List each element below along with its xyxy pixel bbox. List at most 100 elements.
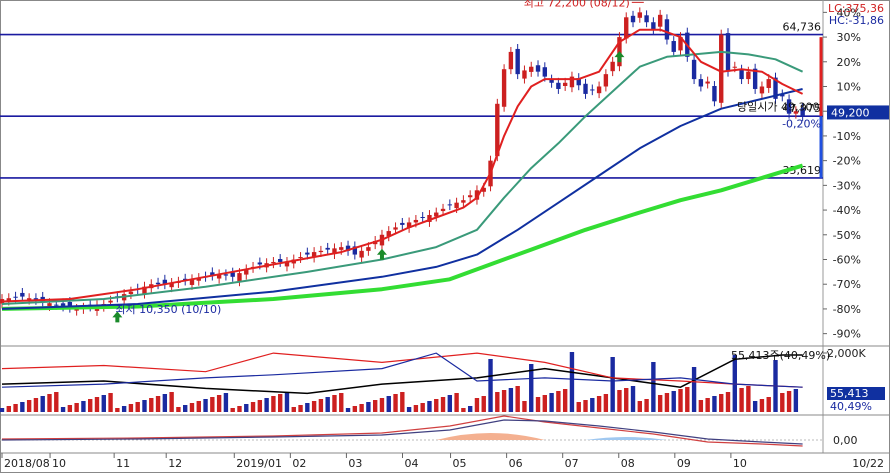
price-candle — [189, 279, 195, 285]
price-candle — [746, 71, 751, 80]
volume-bar — [678, 389, 683, 412]
volume-bar — [637, 401, 642, 412]
price-candle — [698, 79, 704, 87]
volume-bar — [793, 389, 799, 412]
volume-bar — [60, 407, 66, 412]
price-candle — [400, 222, 405, 225]
volume-bar — [739, 388, 744, 412]
volume-bar — [216, 395, 222, 412]
volume-bar — [467, 406, 473, 412]
volume-bar — [183, 405, 188, 412]
volume-bar — [237, 406, 242, 412]
price-candle — [467, 195, 473, 198]
oscillator-histogram — [436, 433, 545, 440]
oscillator-histogram — [585, 437, 667, 440]
volume-bar — [461, 408, 466, 412]
volume-bar — [101, 395, 106, 412]
volume-bar — [508, 388, 514, 412]
volume-bar — [698, 400, 704, 412]
price-candle — [793, 111, 799, 114]
volume-bar — [250, 402, 256, 412]
volume-bar — [47, 394, 52, 412]
x-axis-tick-label: 2019/01 — [236, 457, 282, 470]
price-candle — [223, 274, 229, 276]
volume-bar — [332, 395, 337, 412]
volume-bar — [535, 397, 541, 412]
price-candle — [108, 300, 113, 303]
price-candle — [474, 190, 480, 200]
price-candle — [780, 94, 785, 97]
price-candle — [230, 272, 235, 277]
price-candle — [630, 15, 636, 23]
volume-bar — [20, 402, 25, 412]
volume-bar — [393, 394, 398, 412]
volume-value-box — [827, 387, 885, 400]
price-candle — [128, 291, 134, 295]
price-candle — [244, 269, 249, 275]
price-axis-tick-label: 40% — [837, 6, 861, 19]
buy-signal-arrow — [376, 248, 387, 260]
volume-bar — [474, 398, 480, 412]
volume-bar — [40, 396, 45, 412]
volume-bar — [488, 359, 493, 412]
price-candle — [515, 48, 520, 75]
volume-bar — [651, 362, 656, 412]
price-candle — [332, 248, 337, 255]
volume-bar — [780, 393, 785, 412]
price-candle — [522, 70, 527, 79]
price-candle — [786, 99, 792, 114]
volume-bar — [311, 401, 317, 412]
price-candle — [318, 250, 324, 253]
x-axis-tick-label: 10 — [52, 457, 66, 470]
volume-bar — [223, 393, 229, 412]
volume-bar — [630, 386, 636, 412]
price-candle — [196, 278, 201, 281]
volume-bar — [318, 399, 324, 412]
price-candle — [13, 296, 18, 298]
volume-bar — [664, 393, 670, 412]
volume-bar — [379, 398, 385, 412]
volume-bar — [603, 394, 609, 412]
price-candle — [284, 261, 290, 267]
price-candle — [60, 303, 66, 307]
price-candle — [657, 14, 663, 27]
price-candle — [6, 298, 11, 301]
x-axis-tick-label: 02 — [292, 457, 306, 470]
price-candle — [529, 66, 534, 72]
price-candle — [773, 77, 778, 99]
buy-signal-arrow — [614, 51, 625, 63]
price-candle — [603, 74, 609, 87]
price-candle — [366, 247, 371, 251]
volume-bar — [400, 392, 405, 412]
price-candle — [732, 66, 737, 68]
volume-bar — [67, 405, 73, 412]
price-candle — [501, 69, 507, 107]
volume-bar — [6, 406, 11, 412]
volume-bar — [366, 402, 371, 412]
price-candle — [413, 219, 419, 223]
volume-bar — [427, 401, 432, 412]
price-candle — [719, 34, 724, 103]
volume-bar — [657, 395, 663, 412]
volume-last-label: 55,413주(40,49%) — [731, 349, 830, 362]
volume-bar — [624, 388, 629, 412]
volume-bar — [210, 397, 215, 412]
price-candle — [169, 282, 174, 288]
price-candle — [678, 37, 683, 51]
moving-average-red-line — [1, 28, 804, 303]
price-candle — [800, 108, 805, 117]
price-candle — [67, 302, 73, 308]
volume-bar — [542, 395, 548, 412]
price-candle — [359, 250, 364, 258]
price-candle — [142, 286, 147, 294]
x-axis-tick-label: 07 — [565, 457, 579, 470]
price-candle — [257, 262, 263, 265]
oscillator-blue-line — [1, 419, 803, 445]
price-candle — [74, 308, 79, 311]
price-candle — [162, 279, 168, 285]
volume-bar — [155, 396, 161, 412]
price-candle — [461, 200, 466, 203]
volume-bar — [244, 404, 249, 412]
price-axis-tick-label: -90% — [833, 328, 861, 341]
price-candle — [535, 65, 541, 72]
